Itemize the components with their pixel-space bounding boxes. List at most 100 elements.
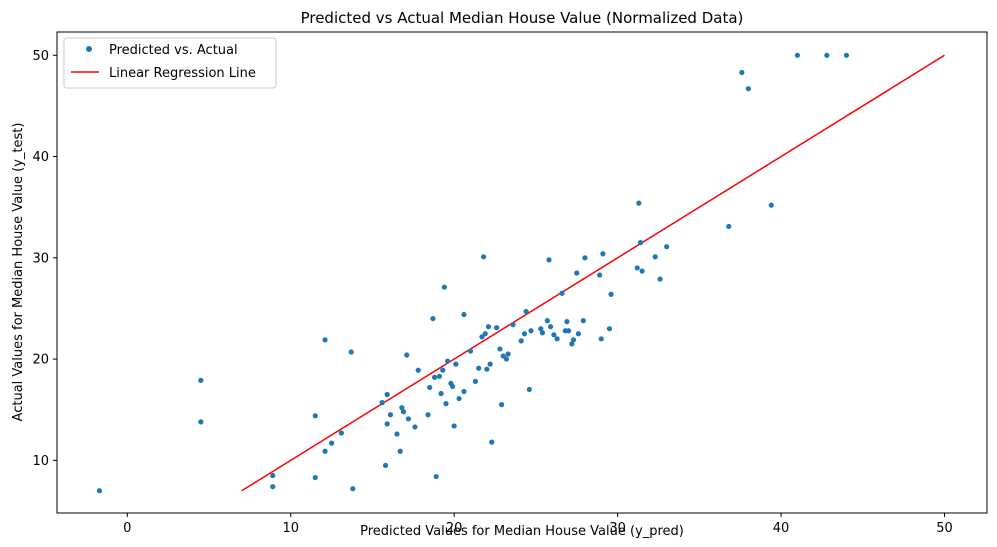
data-point: [652, 254, 658, 260]
data-point: [96, 488, 103, 494]
data-point: [526, 386, 532, 393]
regression-line: [241, 54, 945, 492]
y-axis-ticks: 10 20 30 40 50: [32, 49, 57, 469]
data-point: [551, 332, 557, 338]
data-point: [322, 448, 328, 454]
data-point: [451, 423, 457, 429]
data-point: [456, 395, 462, 402]
y-tick-label: 50: [32, 49, 49, 64]
data-point: [382, 462, 389, 469]
data-point: [384, 421, 390, 427]
data-point: [843, 52, 850, 58]
x-tick-label: 0: [123, 521, 131, 536]
data-point: [582, 255, 588, 261]
data-point: [400, 409, 407, 415]
data-point: [443, 401, 449, 407]
y-tick-label: 40: [32, 150, 49, 165]
data-point: [399, 405, 405, 411]
data-point: [634, 265, 640, 271]
data-point: [639, 268, 645, 274]
data-point: [449, 383, 456, 390]
data-point: [548, 324, 554, 330]
data-point: [453, 361, 459, 367]
data-point: [482, 331, 488, 337]
data-point: [559, 290, 565, 296]
data-point: [505, 351, 511, 357]
data-point: [394, 431, 400, 437]
data-point: [379, 400, 385, 406]
legend: Predicted vs. Actual Linear Regression L…: [63, 37, 277, 89]
data-point: [384, 391, 390, 398]
legend-entry-regression-line: Linear Regression Line: [109, 66, 256, 81]
data-point: [404, 352, 410, 358]
data-point: [570, 337, 577, 343]
data-point: [425, 412, 431, 418]
data-point: [484, 366, 490, 372]
data-point: [608, 291, 614, 297]
data-point: [445, 358, 451, 364]
data-point: [726, 223, 732, 230]
data-point: [387, 412, 394, 418]
data-point: [574, 270, 580, 276]
data-point: [198, 377, 204, 383]
x-tick-label: 10: [282, 521, 299, 536]
data-point: [523, 308, 529, 315]
data-point: [518, 338, 524, 344]
regression-line-layer: [241, 54, 945, 492]
data-point: [546, 257, 552, 263]
y-tick-label: 10: [32, 454, 49, 469]
data-point: [270, 472, 276, 479]
data-point: [322, 337, 328, 343]
x-axis-ticks: 0 10 20 30 40 50: [123, 513, 953, 536]
data-point: [436, 373, 443, 379]
data-point: [461, 388, 467, 395]
data-point: [606, 326, 613, 332]
data-point: [431, 374, 438, 380]
data-point: [485, 324, 492, 330]
data-point: [430, 315, 436, 322]
data-point: [739, 69, 745, 76]
data-point: [497, 346, 503, 352]
data-point: [500, 353, 506, 359]
data-point: [312, 413, 318, 419]
data-point: [461, 311, 467, 318]
data-point: [415, 367, 421, 373]
x-tick-label: 50: [936, 521, 953, 536]
data-point: [476, 365, 482, 371]
data-point: [564, 319, 570, 325]
data-point: [433, 473, 439, 480]
data-point: [539, 330, 546, 336]
data-point: [538, 326, 544, 332]
data-point: [597, 272, 603, 278]
y-tick-label: 20: [32, 353, 49, 368]
legend-box: [63, 37, 277, 89]
data-point: [544, 318, 550, 324]
data-point: [427, 384, 433, 391]
data-point: [494, 325, 500, 331]
data-point: [480, 254, 487, 260]
data-point: [438, 390, 444, 397]
data-point: [503, 356, 510, 362]
data-point: [600, 251, 606, 257]
data-point: [312, 474, 318, 481]
data-point: [328, 440, 335, 446]
data-point: [636, 200, 642, 206]
data-point: [554, 336, 560, 342]
data-point: [528, 328, 534, 334]
data-point: [405, 416, 412, 422]
y-tick-label: 30: [32, 251, 49, 266]
x-tick-label: 40: [773, 521, 790, 536]
plot-area: [56, 31, 988, 514]
x-tick-label: 20: [446, 521, 463, 536]
data-point: [580, 318, 586, 324]
x-tick-label: 30: [609, 521, 626, 536]
data-point: [487, 361, 493, 367]
data-points-layer: [96, 52, 850, 494]
legend-entry-predicted-vs-actual: Predicted vs. Actual: [109, 43, 238, 58]
data-point: [270, 484, 276, 490]
data-point: [575, 331, 581, 337]
data-point: [745, 86, 751, 92]
data-point: [350, 486, 356, 492]
y-axis-label: Actual Values for Median House Value (y_…: [11, 123, 26, 422]
